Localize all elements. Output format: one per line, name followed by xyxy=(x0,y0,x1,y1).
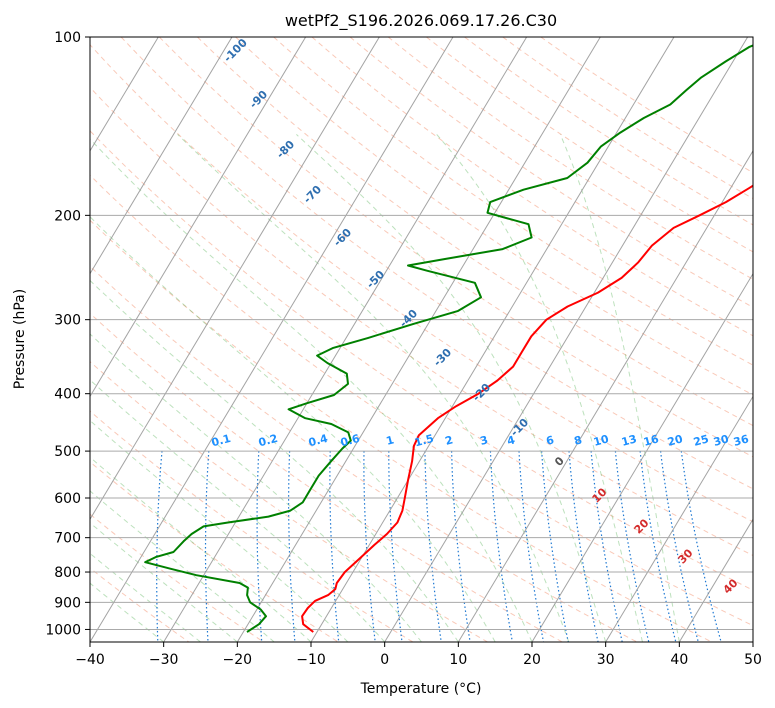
dry-adiabat-line xyxy=(90,44,753,523)
dry-adiabat-line xyxy=(90,219,712,642)
mixing-ratio-label: 30 xyxy=(712,432,730,449)
y-tick-label: 900 xyxy=(54,595,81,611)
x-axis-title: Temperature (°C) xyxy=(360,681,482,697)
dry-adiabat-line xyxy=(426,37,753,253)
dry-adiabat-line xyxy=(90,174,753,627)
isotherm-line xyxy=(531,272,753,642)
isotherm-line xyxy=(90,37,380,521)
dry-adiabat-line xyxy=(349,37,753,308)
y-tick-label: 100 xyxy=(54,30,81,46)
temperature-profile-line xyxy=(301,184,753,633)
isotherm-line xyxy=(90,37,159,152)
x-axis: −40 −30 −20 −10 0 10 20 30 40 50 xyxy=(75,642,762,668)
isotherm-line xyxy=(90,37,307,398)
x-tick-label: −40 xyxy=(75,652,105,668)
isotherm-line xyxy=(90,37,233,275)
y-axis-title: Pressure (hPa) xyxy=(12,289,28,389)
y-tick-label: 300 xyxy=(54,313,81,329)
x-tick-label: 20 xyxy=(523,652,541,668)
isotherm-line xyxy=(752,641,753,642)
dry-adiabat-line xyxy=(197,37,753,427)
x-tick-label: 30 xyxy=(597,652,615,668)
x-tick-label: 0 xyxy=(380,652,389,668)
y-tick-label: 800 xyxy=(54,565,81,581)
dry-adiabat-line xyxy=(158,37,753,458)
isotherm-line xyxy=(236,37,601,642)
moist-adiabat-line xyxy=(90,456,312,642)
y-tick-label: 600 xyxy=(54,491,81,507)
mixing-ratio-label: 20 xyxy=(666,432,684,449)
moist-adiabat-line xyxy=(90,490,275,642)
dewpoint-profile-line xyxy=(144,44,753,633)
chart-title: wetPf2_S196.2026.069.17.26.C30 xyxy=(285,11,557,31)
mixing-ratio-label: 0.1 xyxy=(210,432,232,450)
mixing-ratio-label: 0.4 xyxy=(307,432,330,450)
isotherm-line xyxy=(163,37,528,642)
mixing-ratio-label: 4 xyxy=(506,433,517,448)
y-axis: 1000 900 800 700 600 500 400 300 200 100 xyxy=(45,30,90,638)
mixing-ratio-label: 2 xyxy=(444,433,455,448)
mixing-ratio-label: 6 xyxy=(545,433,556,448)
isotherm-line xyxy=(678,518,753,642)
isotherm-line xyxy=(605,395,753,642)
x-tick-label: 10 xyxy=(449,652,467,668)
moist-adiabat-line xyxy=(177,134,570,642)
x-tick-label: 50 xyxy=(744,652,762,668)
grid xyxy=(0,37,753,642)
mixing-ratio-line xyxy=(518,451,545,642)
isotherm-line xyxy=(90,37,454,642)
y-tick-label: 500 xyxy=(54,444,81,460)
x-tick-label: −10 xyxy=(296,652,326,668)
x-tick-label: −30 xyxy=(149,652,179,668)
isotherm-line xyxy=(384,37,749,642)
y-tick-label: 1000 xyxy=(45,622,81,638)
mixing-ratio-label: 1.5 xyxy=(413,432,435,450)
mixing-ratio-line xyxy=(568,451,599,642)
mixing-ratio-label: 13 xyxy=(620,432,638,449)
series-group xyxy=(144,44,753,633)
plot-frame xyxy=(89,36,754,643)
isotherm-line xyxy=(0,37,11,642)
mixing-ratio-line xyxy=(590,451,623,642)
dry-adiabat-line xyxy=(90,360,488,642)
moist-adiabat-line xyxy=(90,138,533,642)
mixing-ratio-label: 8 xyxy=(573,433,584,448)
mixing-ratio-label: 0.6 xyxy=(339,432,362,450)
y-tick-label: 400 xyxy=(54,387,81,403)
mixing-ratio-label: 36 xyxy=(732,432,750,449)
mixing-ratio-label: 16 xyxy=(642,432,660,449)
dry-adiabat-line xyxy=(540,37,753,174)
dry-adiabat-line xyxy=(235,37,753,396)
mixing-ratio-line xyxy=(639,451,677,642)
mixing-ratio-label: 1 xyxy=(385,433,396,448)
mixing-ratio-label: 10 xyxy=(592,432,610,449)
moist-adiabat-line xyxy=(296,134,607,642)
isotherm-line xyxy=(457,149,753,642)
x-tick-label: −20 xyxy=(223,652,253,668)
mixing-ratio-label: 0.2 xyxy=(257,432,279,450)
dry-adiabat-line xyxy=(90,130,753,591)
mixing-ratio-label: 3 xyxy=(479,433,490,448)
y-tick-label: 200 xyxy=(54,208,81,224)
dry-adiabat-line xyxy=(90,86,753,557)
dry-adiabat-line xyxy=(90,312,563,642)
mixing-ratio-line xyxy=(614,451,650,642)
mixing-ratio-line xyxy=(660,451,699,642)
mixing-ratio-line xyxy=(680,451,722,642)
mixing-ratio-line xyxy=(541,451,569,642)
y-tick-label: 700 xyxy=(54,531,81,547)
mixing-ratio-label: 25 xyxy=(692,432,710,449)
plot-background xyxy=(90,37,753,642)
x-tick-label: 40 xyxy=(670,652,688,668)
mixing-ratio-line xyxy=(489,451,513,642)
